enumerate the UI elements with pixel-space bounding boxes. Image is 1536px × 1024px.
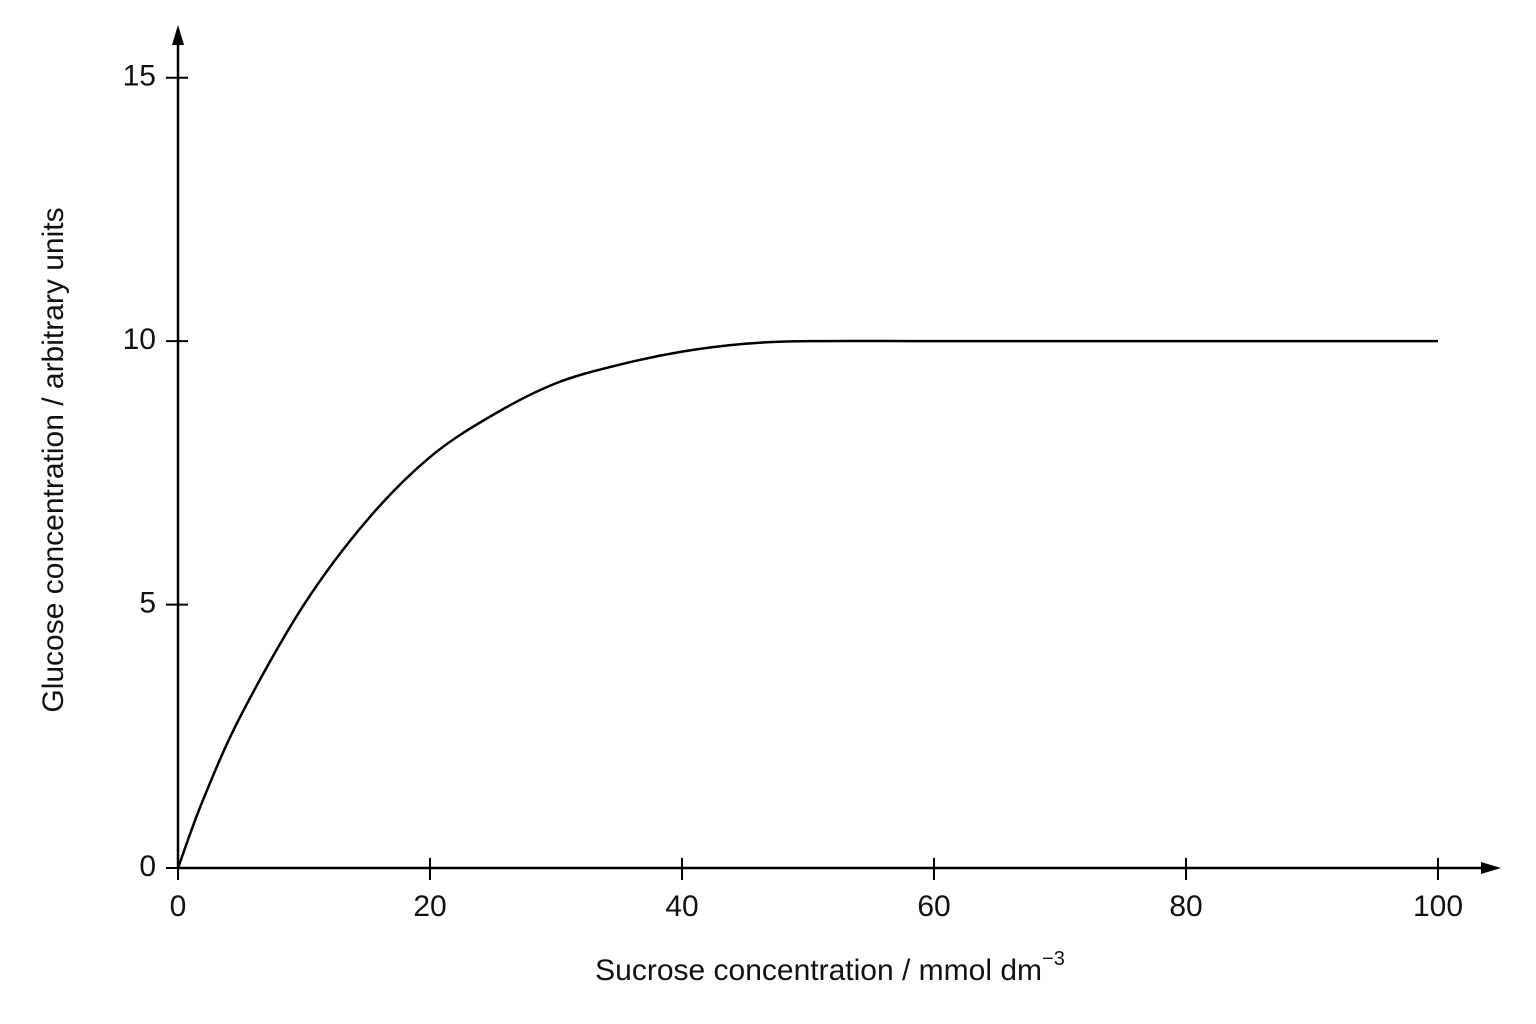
x-tick-label: 40 [665, 890, 698, 923]
y-tick-label: 15 [123, 60, 156, 93]
x-axis-label-superscript: −3 [1042, 948, 1065, 970]
x-axis-label: Sucrose concentration / mmol dm−3 [595, 948, 1065, 987]
x-axis-arrow [1481, 862, 1501, 874]
x-axis-label-main: Sucrose concentration / mmol dm [595, 954, 1042, 987]
x-tick-label: 0 [170, 890, 187, 923]
y-axis-arrow [172, 25, 184, 45]
y-tick-label: 5 [139, 586, 156, 619]
x-tick-label: 20 [413, 890, 446, 923]
x-tick-label: 80 [1169, 890, 1202, 923]
y-tick-label: 10 [123, 323, 156, 356]
x-tick-label: 100 [1413, 890, 1463, 923]
y-axis-label: Glucose concentration / arbitrary units [37, 207, 70, 712]
data-line [176, 339, 1439, 869]
x-tick-label: 60 [917, 890, 950, 923]
y-tick-label: 0 [139, 850, 156, 883]
